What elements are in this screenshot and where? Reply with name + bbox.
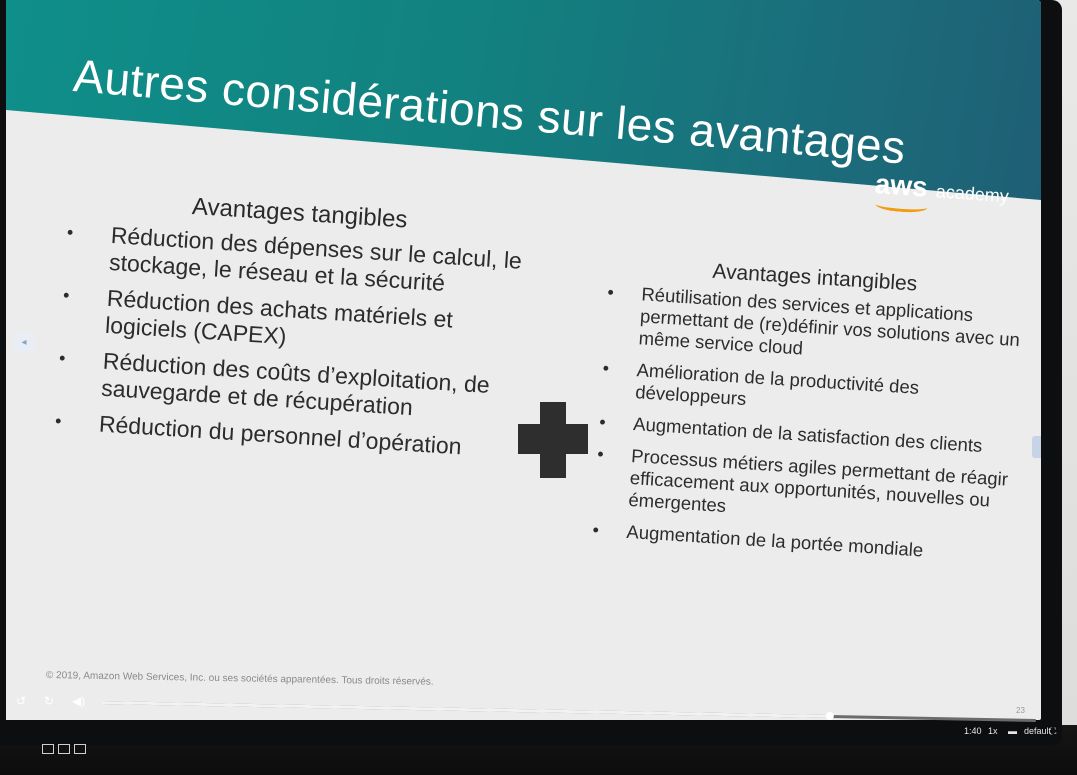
bullet-icon: • — [54, 410, 63, 432]
volume-icon[interactable]: ◀) — [72, 694, 86, 708]
bullet-icon: • — [62, 285, 71, 306]
screen-icon — [74, 744, 86, 754]
aws-logo-word: aws — [873, 168, 929, 203]
captions-icon[interactable]: ▬ — [1008, 726, 1017, 736]
screen-icon — [42, 744, 54, 754]
aws-logo-academy: academy — [935, 181, 1010, 207]
rewind-icon[interactable]: ↺ — [16, 694, 27, 708]
bullet-icon: • — [66, 222, 74, 243]
player-controls: ↺ ↻ ◀) 1:40 1x ▬ default ⛶ — [6, 690, 1056, 736]
bullet-icon: • — [596, 443, 605, 465]
intangible-benefits: Avantages intangibles • Réutilisation des… — [587, 253, 1025, 577]
plus-sign-icon — [518, 402, 588, 478]
bullet-icon: • — [58, 347, 67, 369]
tv-frame: Autres considérations sur les avantages … — [0, 0, 1062, 745]
bullet-icon: • — [598, 411, 607, 433]
fullscreen-icon[interactable]: ⛶ — [1050, 726, 1057, 736]
copyright-notice: © 2019, Amazon Web Services, Inc. ou ses… — [45, 670, 434, 688]
screen-icon — [58, 744, 70, 754]
tangible-list: • Réduction des dépenses sur le calcul, l… — [50, 219, 533, 464]
intangible-list: • Réutilisation des services et applicati… — [588, 281, 1023, 567]
aws-smile-icon — [875, 198, 928, 214]
bullet-icon: • — [591, 519, 600, 541]
forward-icon[interactable]: ↻ — [44, 694, 55, 708]
bullet-icon: • — [602, 358, 610, 379]
list-item: • Processus métiers agiles permettant de … — [596, 443, 1009, 517]
bullet-icon: • — [606, 282, 615, 303]
quality-button[interactable]: default — [1024, 726, 1052, 736]
side-panel-handle[interactable] — [1032, 436, 1041, 458]
progress-fill — [100, 701, 831, 719]
page-number: 23 — [1016, 706, 1025, 715]
time-display: 1:40 — [964, 726, 982, 736]
side-toggle-icon[interactable]: ◂ — [14, 333, 34, 353]
speed-button[interactable]: 1x — [988, 726, 998, 736]
tangible-benefits: Avantages tangibles • Réduction des dépen… — [50, 185, 535, 473]
slide: Autres considérations sur les avantages … — [6, 0, 1041, 720]
